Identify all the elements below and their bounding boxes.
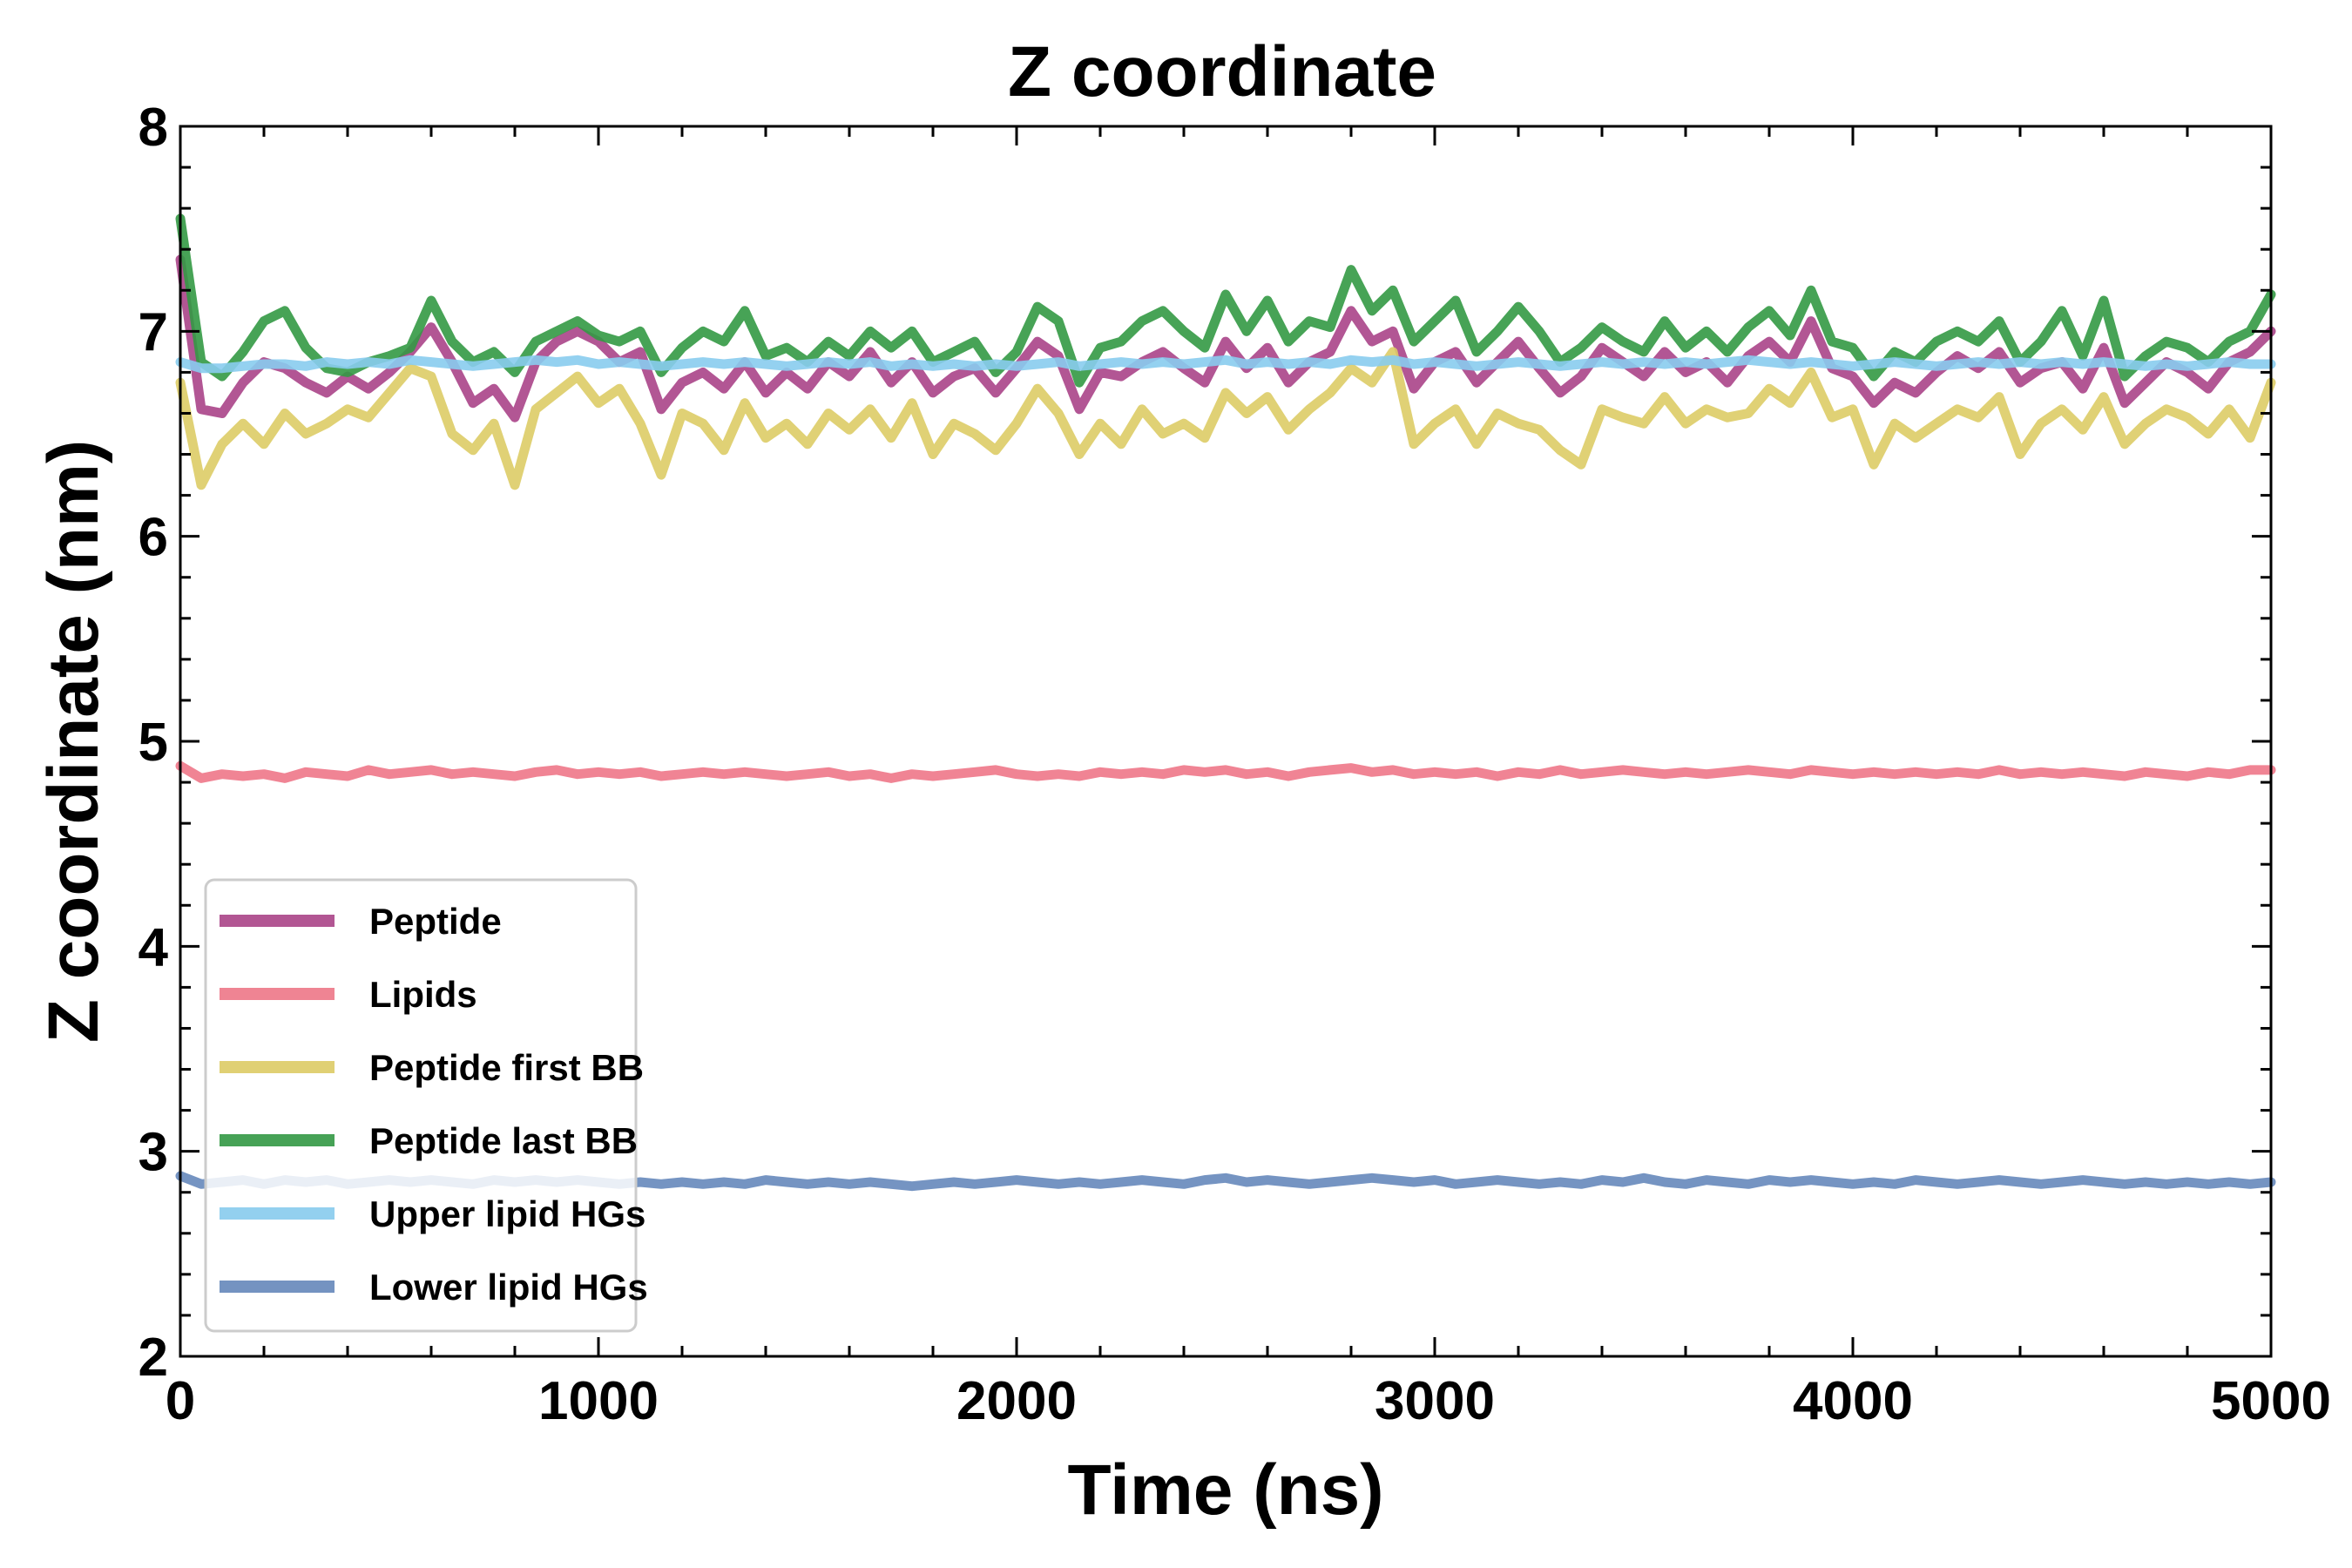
- series-line-2: [175, 347, 2276, 490]
- legend-label: Upper lipid HGs: [369, 1193, 645, 1234]
- x-tick-label: 4000: [1793, 1371, 1913, 1431]
- legend-label: Peptide first BB: [369, 1047, 644, 1088]
- y-tick-label: 3: [139, 1123, 168, 1183]
- legend-box: [204, 878, 638, 1333]
- legend-label: Peptide last BB: [369, 1120, 638, 1161]
- y-tick-label: 4: [139, 917, 169, 977]
- x-tick-label: 5000: [2211, 1371, 2331, 1431]
- x-tick-label: 1000: [538, 1371, 659, 1431]
- x-tick-label: 3000: [1375, 1371, 1495, 1431]
- y-tick-label: 6: [139, 508, 168, 568]
- legend-items: Peptide Lipids Peptide first BB Peptide las…: [220, 901, 648, 1308]
- legend: Peptide Lipids Peptide first BB Peptide las…: [204, 878, 648, 1333]
- series-line-4: [175, 355, 2276, 374]
- series-line-0: [175, 254, 2276, 422]
- y-tick-label: 5: [139, 713, 168, 773]
- y-axis-label: Z coordinate (nm): [34, 440, 113, 1043]
- chart-title: Z coordinate: [1008, 32, 1436, 112]
- x-tick-label: 0: [166, 1371, 195, 1431]
- y-tick-label: 2: [139, 1328, 168, 1388]
- legend-label: Peptide: [369, 901, 502, 942]
- legend-label: Lipids: [369, 974, 477, 1015]
- y-tick-label: 8: [139, 98, 168, 158]
- x-tick-label: 2000: [956, 1371, 1077, 1431]
- y-tick-label: 7: [139, 302, 168, 362]
- ticks-layer: 0 1000 2000 3000 4000 5000 2 3 4 5 6 7 8: [139, 98, 2331, 1431]
- series-line-3: [175, 213, 2276, 388]
- series-line-1: [175, 760, 2276, 783]
- x-axis-label: Time (ns): [1068, 1450, 1384, 1530]
- legend-label: Lower lipid HGs: [369, 1267, 648, 1308]
